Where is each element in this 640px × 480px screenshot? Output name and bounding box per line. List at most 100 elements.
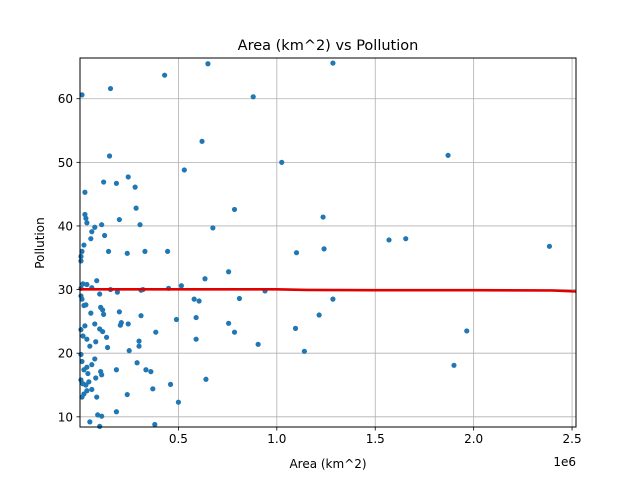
data-point: [133, 205, 139, 211]
data-point: [87, 419, 93, 425]
data-point: [105, 248, 112, 255]
data-point: [292, 325, 299, 331]
data-point: [89, 362, 95, 368]
data-point: [152, 421, 158, 428]
data-point: [81, 242, 87, 248]
data-point: [113, 180, 120, 186]
data-point: [167, 381, 174, 387]
data-point: [255, 341, 261, 347]
data-point: [89, 229, 95, 235]
data-point: [97, 291, 103, 297]
y-tick-label: 50: [58, 156, 73, 170]
plot-frame: [79, 57, 577, 428]
data-point: [93, 339, 99, 345]
trend-line: [80, 288, 577, 293]
data-point: [84, 220, 90, 226]
data-point: [107, 85, 114, 92]
data-point: [148, 369, 154, 375]
data-point: [92, 356, 98, 362]
data-point: [178, 283, 184, 289]
data-point: [99, 222, 105, 228]
data-point: [136, 338, 142, 344]
data-point: [79, 92, 85, 98]
data-point: [79, 296, 85, 302]
x-axis-label: Area (km^2): [289, 457, 366, 471]
data-point: [175, 399, 182, 405]
data-point: [88, 236, 94, 242]
data-point: [80, 281, 86, 287]
data-point: [124, 391, 130, 398]
data-point: [210, 225, 216, 231]
data-point: [83, 302, 89, 308]
data-point: [250, 94, 256, 100]
data-point: [403, 236, 409, 242]
data-point: [87, 343, 93, 349]
y-tick-label: 60: [58, 92, 73, 106]
data-point: [386, 237, 392, 243]
data-point: [202, 276, 208, 282]
data-point: [193, 314, 199, 321]
grid-lines: [80, 58, 576, 427]
data-point: [150, 386, 156, 392]
data-point: [132, 184, 138, 190]
data-point: [79, 394, 85, 400]
data-point: [83, 215, 89, 221]
data-point: [321, 246, 327, 252]
data-point: [100, 328, 106, 335]
data-point: [88, 310, 94, 316]
data-point: [153, 329, 159, 335]
y-axis-label: Pollution: [33, 217, 47, 268]
data-point: [301, 348, 307, 354]
data-point: [546, 243, 553, 249]
data-point: [445, 152, 451, 158]
x-tick-label: 1.0: [267, 432, 286, 446]
y-tick-label: 10: [58, 410, 73, 424]
data-point: [101, 311, 107, 317]
data-point: [134, 360, 140, 366]
data-point: [279, 159, 285, 165]
data-point: [94, 278, 100, 284]
data-points: [78, 60, 553, 429]
data-point: [79, 358, 85, 365]
data-point: [92, 224, 98, 230]
data-point: [126, 348, 132, 354]
data-point: [136, 343, 142, 349]
data-point: [196, 298, 202, 304]
data-point: [84, 364, 90, 370]
data-point: [106, 153, 113, 159]
data-point: [226, 269, 232, 275]
data-point: [293, 250, 300, 256]
data-point: [78, 253, 84, 260]
y-tick-label: 30: [58, 283, 73, 297]
data-point: [114, 289, 120, 295]
data-point: [199, 138, 205, 144]
data-point: [78, 351, 84, 358]
data-point: [203, 376, 209, 382]
data-point: [125, 174, 131, 180]
data-point: [99, 413, 105, 419]
data-point: [191, 296, 197, 302]
data-point: [80, 333, 86, 339]
x-tick-label: 2.5: [563, 432, 582, 446]
x-tick-label: 1.5: [366, 432, 385, 446]
data-point: [124, 250, 130, 256]
data-point: [164, 248, 171, 255]
y-axis-ticks: 10 20 30 40 50 60: [58, 92, 80, 424]
data-point: [82, 323, 88, 329]
data-point: [86, 379, 92, 385]
data-point: [79, 248, 85, 255]
x-tick-label: 0.5: [169, 432, 188, 446]
data-point: [181, 167, 187, 173]
chart-title: Area (km^2) vs Pollution: [238, 38, 419, 54]
data-point: [173, 316, 180, 323]
x-tick-label: 2.0: [464, 432, 483, 446]
data-point: [231, 206, 238, 213]
data-point: [99, 372, 105, 378]
data-point: [143, 367, 149, 373]
data-point: [92, 321, 98, 327]
data-point: [137, 222, 143, 228]
data-point: [95, 412, 101, 418]
data-point: [78, 327, 84, 333]
data-point: [231, 329, 238, 335]
